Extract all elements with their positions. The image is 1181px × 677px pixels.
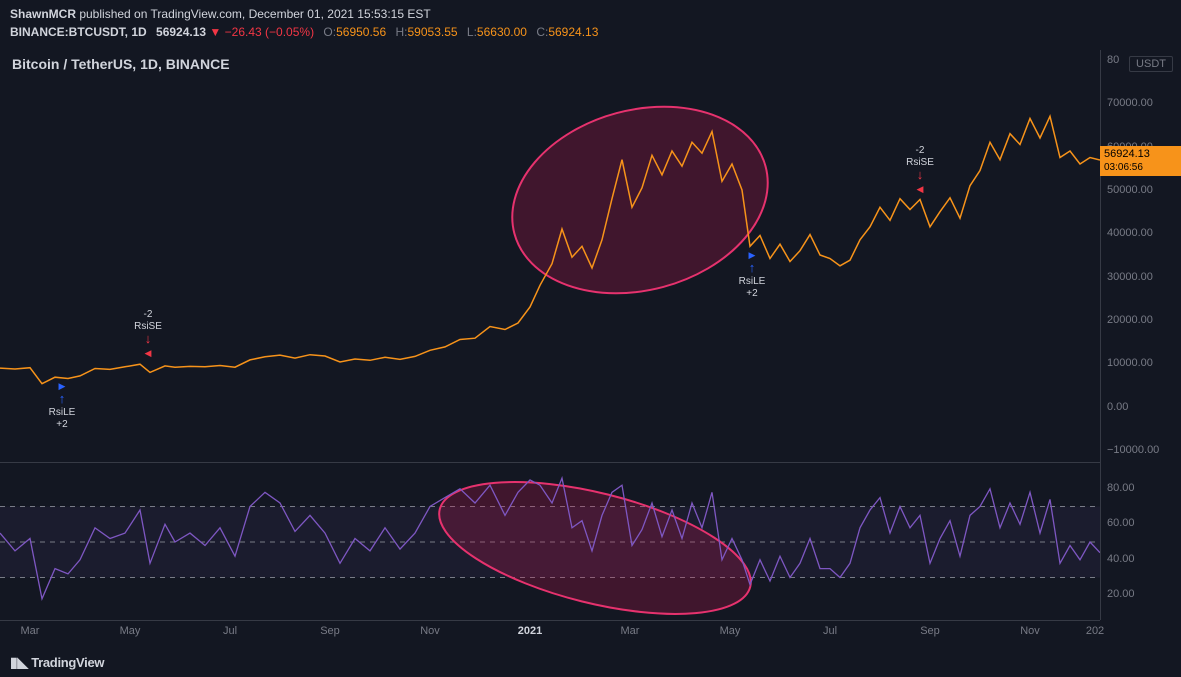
high-label: H: — [396, 25, 408, 39]
rsi-tick: 60.00 — [1107, 517, 1135, 529]
symbol: BINANCE:BTCUSDT, 1D — [10, 25, 147, 39]
time-tick: Jul — [223, 625, 237, 637]
chart-header: ShawnMCR published on TradingView.com, D… — [0, 0, 1181, 42]
tradingview-logo: ▮◣ TradingView — [10, 654, 104, 671]
time-axis: MarMayJulSepNov2021MarMayJulSepNov202 — [0, 620, 1100, 645]
low-label: L: — [467, 25, 477, 39]
rsi-tick: 80.00 — [1107, 482, 1135, 494]
time-tick: Mar — [621, 625, 640, 637]
change-block: ▼ −26.43 (−0.05%) — [209, 25, 317, 39]
price-chart-svg — [0, 50, 1100, 460]
time-tick: Mar — [21, 625, 40, 637]
time-tick: Nov — [1020, 625, 1040, 637]
price-chart[interactable] — [0, 50, 1100, 460]
rsi-long-signal: ▶↑RsiLE+2 — [732, 249, 772, 300]
triangle-right-icon: ▶ — [59, 381, 66, 391]
ohlc-values: O:56950.56 H:59053.55 L:56630.00 C:56924… — [317, 25, 598, 39]
price-tick: 80 — [1107, 54, 1119, 66]
price-tag-countdown: 03:06:56 — [1104, 161, 1177, 174]
time-tick: 202 — [1086, 625, 1104, 637]
last-price: 56924.13 — [156, 25, 206, 39]
low-value: 56630.00 — [477, 25, 527, 39]
publisher-name: ShawnMCR — [10, 7, 76, 21]
arrow-up-icon: ↑ — [59, 391, 66, 406]
change-value: −26.43 — [225, 25, 262, 39]
rsi-tick: 40.00 — [1107, 553, 1135, 565]
high-value: 59053.55 — [408, 25, 458, 39]
logo-icon: ▮◣ — [10, 654, 28, 670]
publish-line: ShawnMCR published on TradingView.com, D… — [10, 6, 1171, 22]
time-tick: Sep — [920, 625, 940, 637]
price-axis: 8070000.0060000.0050000.0040000.0030000.… — [1100, 50, 1181, 620]
price-tick: 50000.00 — [1107, 184, 1153, 196]
close-label: C: — [536, 25, 548, 39]
price-tick: 70000.00 — [1107, 97, 1153, 109]
close-value: 56924.13 — [548, 25, 598, 39]
price-tag-value: 56924.13 — [1104, 148, 1177, 161]
pub-date: December 01, 2021 15:53:15 EST — [249, 7, 431, 21]
price-tick: 40000.00 — [1107, 227, 1153, 239]
open-value: 56950.56 — [336, 25, 386, 39]
open-label: O: — [323, 25, 336, 39]
arrow-up-icon: ↑ — [749, 260, 756, 275]
rsi-short-signal: -2RsiSE↓◀ — [128, 309, 168, 360]
ohlc-line: BINANCE:BTCUSDT, 1D 56924.13 ▼ −26.43 (−… — [10, 24, 1171, 40]
triangle-right-icon: ▶ — [749, 250, 756, 260]
time-tick: Jul — [823, 625, 837, 637]
rsi-chart-svg — [0, 463, 1100, 621]
current-price-tag: 56924.1303:06:56 — [1100, 146, 1181, 176]
time-tick: May — [720, 625, 741, 637]
time-tick: May — [120, 625, 141, 637]
time-tick: Sep — [320, 625, 340, 637]
arrow-down-icon: ↓ — [917, 167, 924, 182]
rsi-short-signal: -2RsiSE↓◀ — [900, 145, 940, 196]
triangle-left-icon: ◀ — [145, 348, 152, 358]
price-tick: 10000.00 — [1107, 357, 1153, 369]
price-tick: 30000.00 — [1107, 271, 1153, 283]
time-tick: 2021 — [518, 625, 542, 637]
time-tick: Nov — [420, 625, 440, 637]
price-tick: 0.00 — [1107, 401, 1128, 413]
direction-arrow-icon: ▼ — [209, 25, 221, 39]
pub-text: published on TradingView.com, — [76, 7, 249, 21]
rsi-tick: 20.00 — [1107, 588, 1135, 600]
rsi-long-signal: ▶↑RsiLE+2 — [42, 380, 82, 431]
change-pct: (−0.05%) — [265, 25, 314, 39]
brand-text: TradingView — [31, 655, 104, 670]
price-tick: 20000.00 — [1107, 314, 1153, 326]
price-tick: −10000.00 — [1107, 444, 1159, 456]
triangle-left-icon: ◀ — [917, 184, 924, 194]
rsi-chart[interactable] — [0, 462, 1100, 620]
arrow-down-icon: ↓ — [145, 331, 152, 346]
